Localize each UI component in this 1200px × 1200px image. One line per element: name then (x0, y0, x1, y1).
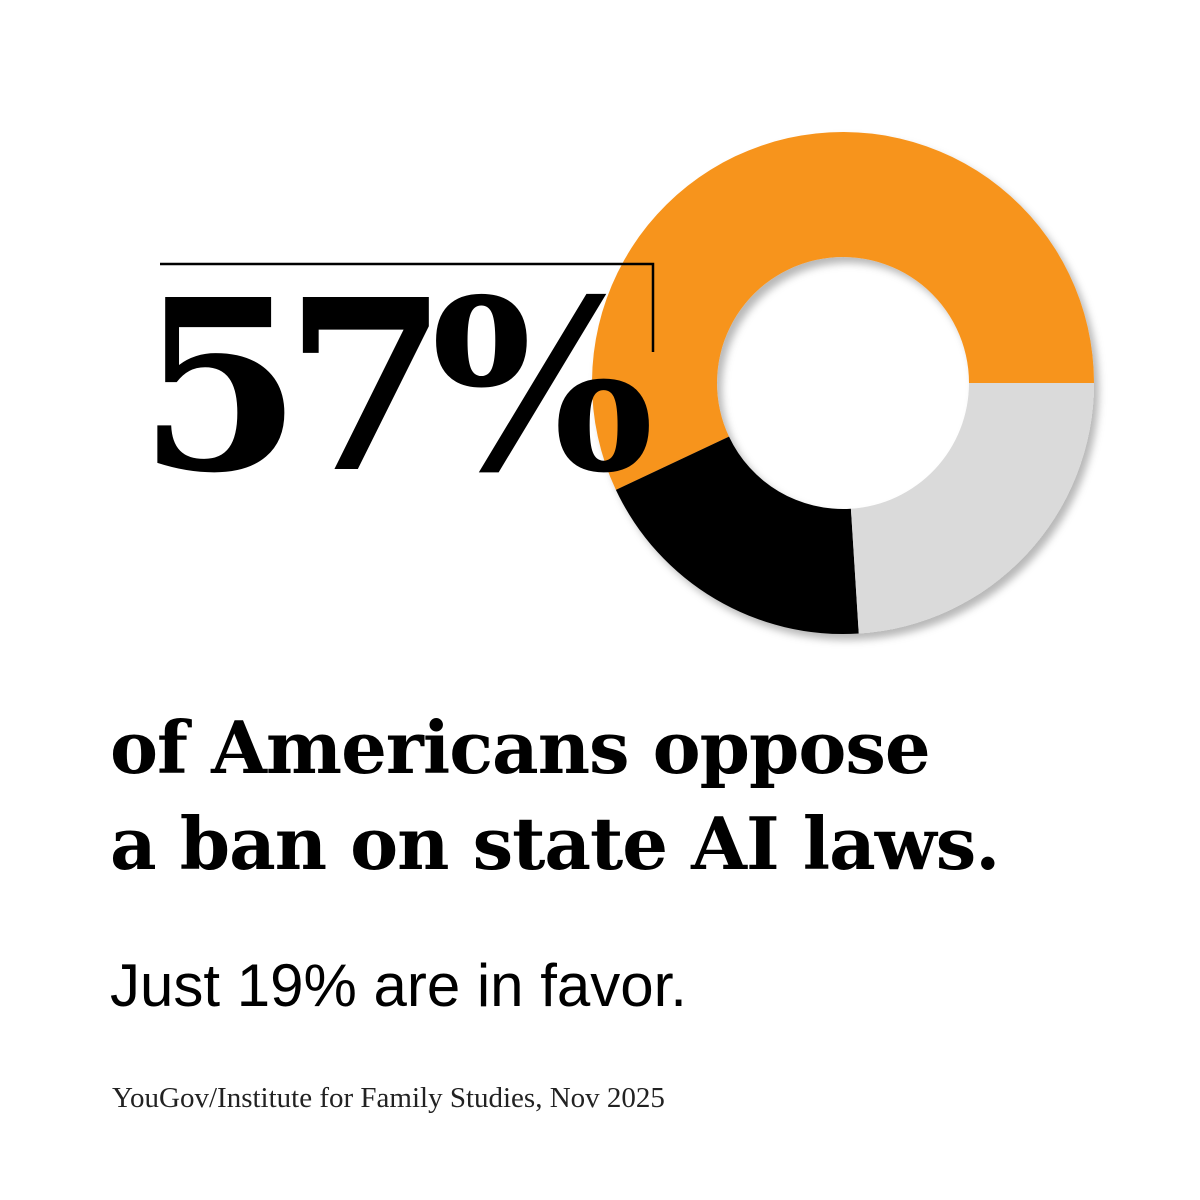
donut-slice-in-favor (615, 436, 859, 634)
headline-line-2: a ban on state AI laws. (110, 801, 1000, 886)
callout-leader-line (160, 262, 655, 352)
headline-text: of Americans oppose a ban on state AI la… (110, 700, 1000, 892)
headline-line-1: of Americans oppose (110, 705, 931, 790)
source-citation: YouGov/Institute for Family Studies, Nov… (112, 1082, 665, 1114)
headline-stat: 57% (138, 247, 655, 525)
subline-text: Just 19% are in favor. (110, 952, 687, 1019)
donut-slice-oppose (591, 131, 1094, 490)
donut-slice-other (850, 383, 1094, 634)
